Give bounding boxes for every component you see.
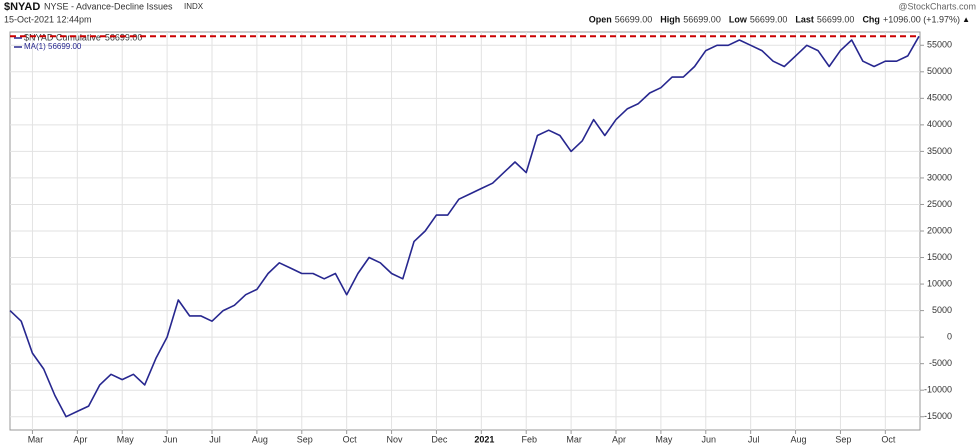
- x-tick-label: 2021: [474, 434, 494, 444]
- y-tick-label: 50000: [927, 66, 952, 76]
- stat-value: 56699.00: [615, 14, 653, 24]
- stat-label: Chg: [862, 14, 880, 24]
- x-tick-label: Aug: [252, 434, 268, 444]
- change-arrow: ▲: [962, 15, 970, 24]
- y-tick-label: -10000: [924, 385, 952, 395]
- y-tick-label: 35000: [927, 146, 952, 156]
- stat-label: Low: [729, 14, 748, 24]
- kind: INDX: [184, 2, 204, 11]
- legend-value: 56699.00: [105, 32, 143, 42]
- legend-label: $NYAD Cumulative: [24, 32, 101, 42]
- y-tick-label: 30000: [927, 172, 952, 182]
- source: @StockCharts.com: [898, 1, 976, 11]
- y-tick-label: 0: [947, 332, 952, 342]
- stat-label: Last: [795, 14, 814, 24]
- stat-value: 56699.00: [683, 14, 721, 24]
- y-tick-label: 5000: [932, 305, 952, 315]
- x-tick-label: Oct: [343, 434, 358, 444]
- stat-value: +1096.00 (+1.97%): [883, 14, 960, 24]
- exchange: NYSE - Advance-Decline Issues: [44, 1, 173, 11]
- x-tick-label: Feb: [521, 434, 537, 444]
- x-tick-label: Apr: [73, 434, 87, 444]
- y-tick-label: 45000: [927, 93, 952, 103]
- line: [9, 35, 920, 418]
- symbol: $NYAD: [4, 1, 40, 13]
- x-tick-label: Apr: [612, 434, 626, 444]
- x-tick-label: Mar: [566, 434, 582, 444]
- x-tick-label: Dec: [431, 434, 448, 444]
- x-tick-label: Sep: [835, 434, 851, 444]
- x-tick-label: Oct: [881, 434, 896, 444]
- legend-label: MA(1) 56699.00: [24, 42, 82, 51]
- x-tick-label: May: [655, 434, 673, 444]
- x-tick-label: Jun: [702, 434, 717, 444]
- stat-value: 56699.00: [750, 14, 788, 24]
- y-tick-label: 55000: [927, 40, 952, 50]
- stat-label: High: [660, 14, 680, 24]
- y-tick-label: 25000: [927, 199, 952, 209]
- x-tick-label: Jul: [209, 434, 221, 444]
- stat-label: Open: [589, 14, 612, 24]
- y-tick-label: -5000: [929, 358, 952, 368]
- x-tick-label: Nov: [387, 434, 404, 444]
- x-tick-label: Jun: [163, 434, 178, 444]
- y-tick-label: 40000: [927, 119, 952, 129]
- x-tick-label: Jul: [748, 434, 760, 444]
- x-tick-label: Mar: [28, 434, 44, 444]
- legend: $NYAD Cumulative 56699.00 MA(1) 56699.00: [14, 32, 142, 51]
- y-tick-label: 15000: [927, 252, 952, 262]
- stat-value: 56699.00: [817, 14, 855, 24]
- y-tick-label: -15000: [924, 411, 952, 421]
- x-tick-label: Sep: [297, 434, 313, 444]
- x-tick-label: Aug: [791, 434, 807, 444]
- y-tick-label: 20000: [927, 225, 952, 235]
- x-tick-label: May: [117, 434, 135, 444]
- datetime: 15-Oct-2021 12:44pm: [4, 14, 92, 24]
- y-tick-label: 10000: [927, 278, 952, 288]
